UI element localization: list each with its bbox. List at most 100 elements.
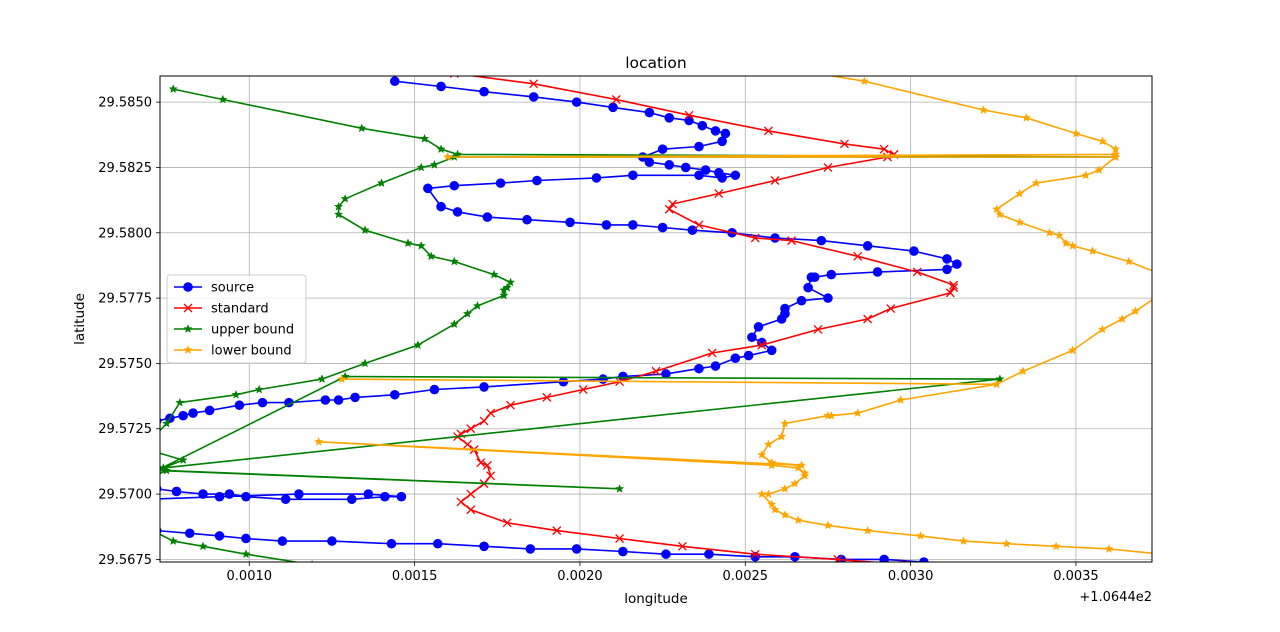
source-point — [178, 410, 188, 421]
standard-point — [833, 554, 843, 562]
source-point — [664, 160, 675, 170]
y-tick-label: 29.5725 — [98, 422, 152, 437]
lower-bound-point — [1021, 112, 1032, 122]
source-point — [380, 491, 390, 502]
source-point — [730, 170, 741, 181]
upper-bound-point — [505, 277, 516, 287]
legend-swatch-marker — [183, 282, 193, 292]
source-point — [363, 489, 374, 499]
standard-point — [853, 251, 863, 261]
series-upper-bound — [160, 84, 1121, 562]
source-point — [565, 217, 575, 228]
source-point — [694, 141, 704, 152]
legend-label: lower bound — [211, 344, 292, 359]
series-layer — [0, 67, 1166, 562]
lower-bound-point — [1094, 165, 1104, 175]
source-point — [7, 464, 16, 473]
lower-bound-point — [823, 520, 833, 530]
source-point — [776, 314, 787, 324]
upper-bound-point — [231, 389, 241, 399]
source-point — [449, 180, 460, 191]
source-point — [76, 471, 85, 480]
lower-bound-point — [790, 478, 800, 488]
source-point — [14, 438, 23, 447]
lower-bound-point — [1067, 345, 1078, 355]
source-point — [234, 400, 245, 411]
legend: source standard upper bound lower bound — [166, 274, 307, 364]
upper-bound-point — [168, 84, 178, 94]
source-point — [53, 469, 62, 478]
source-point — [479, 382, 489, 392]
lower-bound-point — [995, 209, 1005, 219]
source-point — [796, 295, 807, 306]
lower-bound-point — [767, 460, 777, 470]
standard-point — [482, 460, 492, 470]
source-point — [0, 438, 9, 447]
lower-bound-point — [798, 67, 806, 75]
lower-bound-point — [1018, 366, 1028, 376]
upper-bound-point — [416, 162, 426, 172]
source-point — [591, 173, 602, 183]
lower-bound-point — [1044, 227, 1055, 237]
upper-bound-point — [416, 240, 426, 250]
source-point — [436, 81, 446, 92]
lower-bound-point — [1110, 152, 1121, 161]
source-point — [628, 220, 638, 230]
source-point — [333, 395, 344, 405]
lower-bound-line — [317, 76, 1152, 555]
standard-point — [466, 489, 476, 499]
source-point — [389, 389, 400, 400]
lower-bound-point — [314, 436, 324, 446]
x-axis-label: longitude — [624, 591, 688, 607]
lower-bound-point — [1158, 286, 1166, 294]
upper-bound-point — [254, 384, 264, 394]
lower-bound-point — [991, 379, 1002, 389]
standard-point — [476, 458, 486, 468]
source-point — [294, 489, 304, 499]
standard-line — [456, 76, 955, 562]
source-point — [116, 477, 125, 486]
source-point — [522, 214, 532, 225]
lower-bound-point — [780, 510, 790, 519]
standard-point — [912, 267, 922, 277]
source-point — [30, 435, 39, 444]
standard-point — [879, 144, 889, 154]
lower-bound-point — [757, 489, 767, 499]
source-point — [747, 332, 757, 343]
lower-bound-point — [793, 515, 803, 525]
source-point — [198, 489, 208, 499]
chart-title: location — [625, 54, 687, 72]
standard-point — [664, 204, 674, 214]
y-tick-label: 29.5700 — [98, 488, 152, 503]
lower-bound-point — [1015, 217, 1025, 227]
source-point — [601, 220, 612, 230]
standard-point — [651, 366, 661, 376]
source-point — [90, 498, 99, 507]
lower-bound-point — [1130, 306, 1141, 316]
upper-bound-point — [449, 319, 459, 329]
lower-bound-point — [978, 105, 989, 114]
legend-swatch-marker — [183, 324, 193, 333]
lower-bound-point — [991, 204, 1002, 214]
source-point — [10, 505, 19, 514]
lower-bound-point — [780, 483, 790, 493]
lower-bound-point — [1104, 544, 1114, 553]
standard-point — [750, 549, 760, 559]
lower-bound-point — [780, 418, 790, 428]
source-point — [766, 345, 777, 356]
upper-bound-point — [317, 374, 327, 384]
source-point — [280, 494, 291, 505]
source-point — [823, 293, 833, 303]
series-source — [0, 76, 962, 562]
upper-bound-point — [357, 123, 367, 133]
legend-label: standard — [211, 302, 269, 317]
standard-point — [787, 236, 797, 246]
upper-bound-point — [614, 483, 625, 493]
lower-bound-point — [1001, 538, 1012, 548]
source-point — [241, 491, 251, 502]
lower-bound-point — [1158, 550, 1166, 558]
lower-bound-point — [1117, 314, 1127, 323]
y-tick-label: 29.5825 — [98, 161, 152, 176]
standard-point — [668, 199, 677, 209]
standard-point — [486, 471, 496, 481]
